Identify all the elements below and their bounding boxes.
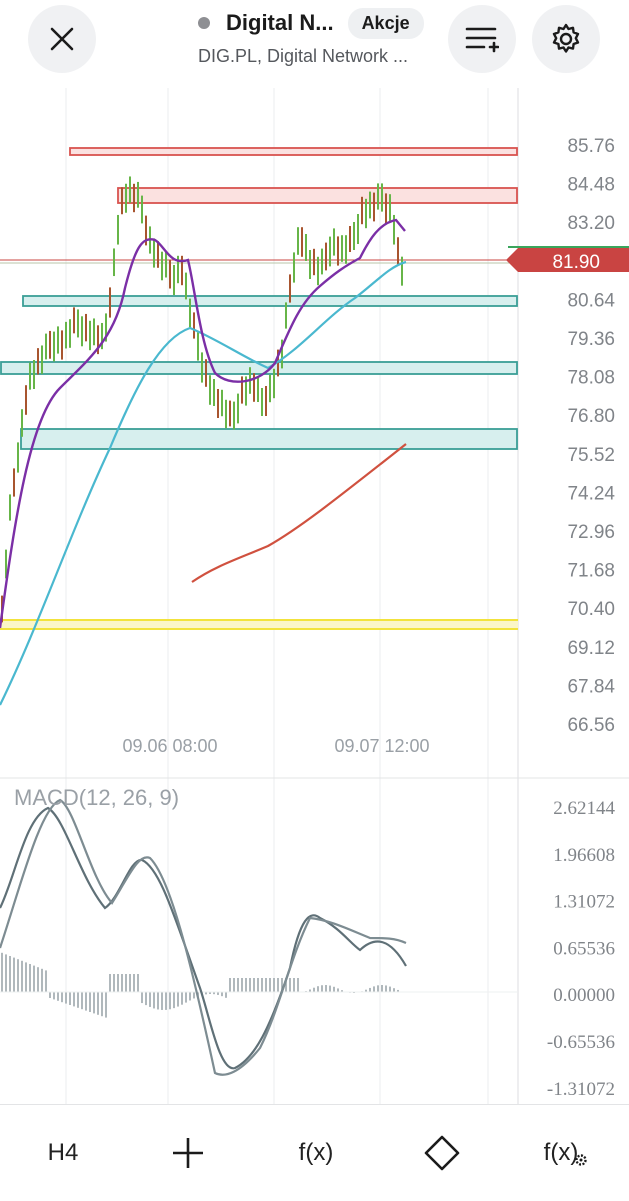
price-tick-label: 72.96 [567, 522, 615, 543]
diamond-icon [424, 1135, 460, 1171]
price-tick-label: 78.08 [567, 368, 615, 389]
current-price-tag: 81.90 [506, 246, 629, 273]
watchlist-button[interactable] [448, 5, 516, 73]
ema-purple-line [0, 218, 406, 629]
time-label-2: 09.07 12:00 [334, 736, 429, 756]
macd-tick-label: 1.96608 [553, 845, 615, 866]
price-tick-label: 79.36 [567, 329, 615, 350]
support-zone-2[interactable] [0, 361, 518, 375]
crosshair-button[interactable] [164, 1131, 212, 1175]
crosshair-icon [173, 1138, 203, 1168]
price-tick-label: 66.56 [567, 715, 615, 736]
gear-icon [552, 23, 580, 53]
macd-tick-label: -1.31072 [547, 1079, 615, 1100]
price-tick-label: 75.52 [567, 445, 615, 466]
macd-axis: 2.62144 1.96608 1.31072 0.65536 0.00000 -0.65… [547, 798, 616, 1100]
bottom-toolbar: H4 f(x) f(x) [0, 1104, 629, 1201]
price-tick-label: 76.80 [567, 406, 615, 427]
price-tick-label: 70.40 [567, 599, 615, 620]
status-dot [198, 17, 210, 29]
macd-tick-label: 0.00000 [553, 985, 615, 1006]
macd-title: MACD(12, 26, 9) [14, 785, 179, 810]
ema-red-line [191, 443, 407, 583]
resistance-zone[interactable] [117, 187, 518, 204]
macd-tick-label: -0.65536 [547, 1032, 615, 1053]
price-tick-label: 84.48 [567, 175, 615, 196]
price-tick-label: 74.24 [567, 483, 615, 504]
price-chart[interactable]: 85.76 84.48 83.20 80.64 79.36 78.08 76.80 75.52… [0, 88, 629, 1104]
macd-tick-label: 0.65536 [553, 938, 615, 959]
instrument-title[interactable]: Digital N... Akcje [198, 7, 424, 39]
asset-type-badge: Akcje [347, 7, 424, 39]
close-button[interactable] [28, 5, 96, 73]
macd-signal-line [0, 798, 407, 1076]
price-tick-label: 80.64 [567, 290, 615, 311]
instrument-name: Digital N... [226, 10, 334, 35]
close-icon [50, 27, 74, 51]
price-tick-label: 83.20 [567, 213, 615, 234]
resistance-zone-top[interactable] [69, 147, 518, 156]
support-zone-1[interactable] [22, 295, 518, 307]
header: Digital N... Akcje DIG.PL, Digital Netwo… [0, 0, 629, 88]
macd-tick-label: 1.31072 [553, 892, 615, 913]
price-tick-label: 71.68 [567, 561, 615, 582]
ema-blue-line [0, 260, 407, 706]
yellow-horizontal-line[interactable] [0, 619, 518, 630]
price-axis: 85.76 84.48 83.20 80.64 79.36 78.08 76.80 75.52… [567, 136, 615, 736]
indicator-settings-button[interactable]: f(x) [534, 1131, 598, 1175]
grid [65, 88, 489, 1104]
price-tick-label: 67.84 [567, 676, 615, 697]
instrument-subtitle: DIG.PL, Digital Network ... [198, 46, 409, 66]
indicators-button[interactable]: f(x) [286, 1131, 346, 1175]
timeframe-button[interactable]: H4 [30, 1131, 96, 1175]
settings-button[interactable] [532, 5, 600, 73]
macd-tick-label: 2.62144 [553, 798, 615, 819]
price-tick-label: 85.76 [567, 136, 615, 157]
support-zone-3[interactable] [20, 428, 518, 450]
drawing-tools-button[interactable] [418, 1131, 466, 1175]
price-tick-label: 69.12 [567, 638, 615, 659]
current-price-label: 81.90 [552, 252, 600, 273]
indicators-label: f(x) [298, 1139, 334, 1166]
indicator-settings-label: f(x) [543, 1139, 579, 1166]
list-add-icon [465, 27, 499, 53]
time-label-1: 09.06 08:00 [122, 736, 217, 756]
small-gear-icon [575, 1154, 588, 1166]
timeframe-label: H4 [47, 1139, 79, 1166]
macd-histogram [1, 952, 403, 1018]
macd-line [0, 806, 407, 1070]
